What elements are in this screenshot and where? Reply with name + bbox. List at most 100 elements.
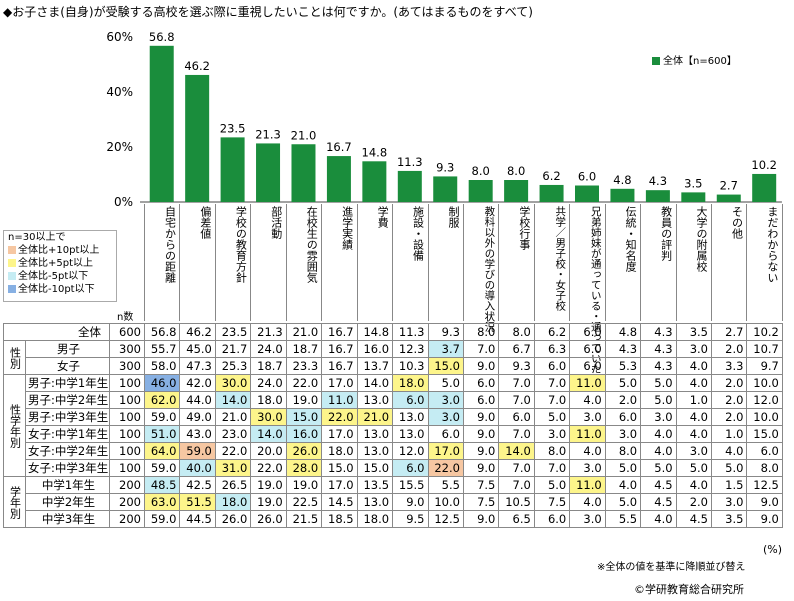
table-cell: 5.0 bbox=[533, 476, 571, 494]
n-count: 100 bbox=[109, 374, 145, 392]
table-cell: 12.0 bbox=[392, 442, 429, 460]
table-row: 性学年別 男子:中学1年生 100 46.0 42.0 30.0 24.0 22.0 17.0 1… bbox=[3, 374, 783, 477]
category-label: 大学の附属校 bbox=[695, 206, 709, 272]
table-cell: 10.0 bbox=[746, 374, 783, 392]
category-separator bbox=[746, 204, 748, 321]
table-cell: 18.0 bbox=[392, 374, 429, 392]
table-cell: 3.0 bbox=[569, 459, 606, 477]
table-cell: 3.0 bbox=[675, 340, 713, 358]
table-cell: 9.0 bbox=[462, 442, 500, 460]
n-count: 100 bbox=[109, 425, 145, 443]
table-cell: 48.5 bbox=[143, 476, 181, 494]
highlight-legend: n=30以上で 全体比+10pt以上 全体比+5pt以上 全体比-5pt以下 全… bbox=[3, 230, 117, 302]
y-tick-label: 60% bbox=[106, 30, 133, 44]
highlight-legend-item: 全体比+5pt以上 bbox=[4, 257, 116, 270]
table-cell: 31.0 bbox=[214, 459, 252, 477]
table-cell: 4.0 bbox=[640, 510, 677, 528]
table-cell: 51.0 bbox=[143, 425, 181, 443]
bar bbox=[681, 192, 706, 202]
bar bbox=[149, 45, 174, 202]
table-cell: 16.0 bbox=[356, 340, 394, 358]
table-cell: 8.0 bbox=[746, 459, 783, 477]
table-cell: 5.0 bbox=[604, 374, 642, 392]
category-label: 在校生の雰囲気 bbox=[305, 206, 319, 283]
bar-chart: 0% 20% 40% 60% 56.8 46.2 23.5 21.3 21.0 16.7 14.8 1… bbox=[106, 30, 782, 209]
table-cell: 40.0 bbox=[179, 459, 216, 477]
row-label: 男子:中学3年生 bbox=[25, 408, 110, 426]
row-label: 女子:中学1年生 bbox=[25, 425, 110, 443]
table-cell: 18.7 bbox=[285, 340, 323, 358]
table-cell: 4.3 bbox=[604, 340, 642, 358]
row-label: 女子 bbox=[25, 357, 110, 375]
table-cell: 14.0 bbox=[356, 374, 394, 392]
table-cell: 59.0 bbox=[143, 510, 181, 528]
table-cell: 22.0 bbox=[214, 442, 252, 460]
table-cell: 24.0 bbox=[250, 340, 287, 358]
category-separator bbox=[321, 204, 323, 321]
table-cell: 3.0 bbox=[640, 408, 677, 426]
table-cell: 9.3 bbox=[427, 323, 464, 341]
table-cell: 12.3 bbox=[392, 340, 429, 358]
table-cell: 46.2 bbox=[179, 323, 216, 341]
table-cell: 4.5 bbox=[640, 493, 677, 511]
category-separator bbox=[640, 204, 642, 321]
data-label: 8.0 bbox=[472, 164, 490, 178]
table-cell: 6.0 bbox=[569, 340, 606, 358]
table-cell: 6.0 bbox=[427, 425, 464, 443]
category-separator bbox=[392, 204, 394, 321]
table-cell: 6.0 bbox=[462, 374, 500, 392]
table-cell: 13.7 bbox=[356, 357, 394, 375]
table-cell: 3.0 bbox=[710, 493, 748, 511]
table-cell: 6.0 bbox=[462, 391, 500, 409]
data-label: 6.2 bbox=[542, 169, 560, 183]
table-cell: 7.0 bbox=[462, 340, 500, 358]
category-label: 偏差値 bbox=[198, 206, 212, 239]
table-cell: 7.5 bbox=[533, 493, 571, 511]
table-cell: 9.0 bbox=[392, 493, 429, 511]
table-cell: 7.0 bbox=[498, 476, 535, 494]
table-cell: 5.0 bbox=[427, 374, 464, 392]
table-row: 中学3年生 200 59.0 44.5 26.0 26.0 21.5 18.5 18.0 9.5 1… bbox=[4, 510, 783, 528]
table-cell: 5.0 bbox=[675, 459, 713, 477]
table-cell: 9.0 bbox=[462, 459, 500, 477]
table-cell: 1.0 bbox=[710, 425, 748, 443]
table-cell: 22.0 bbox=[285, 374, 323, 392]
table-cell: 12.5 bbox=[746, 476, 783, 494]
series-swatch bbox=[652, 57, 660, 65]
table-cell: 18.0 bbox=[321, 442, 358, 460]
table-cell: 4.0 bbox=[675, 425, 713, 443]
table-row: 全体 600 56.8 46.2 23.5 21.3 21.0 16.7 14.8 11.3 9.3… bbox=[3, 323, 783, 341]
table-cell: 10.0 bbox=[427, 493, 464, 511]
table-cell: 1.0 bbox=[675, 391, 713, 409]
n-count: 100 bbox=[109, 459, 145, 477]
n-count: 300 bbox=[109, 340, 145, 358]
table-cell: 47.3 bbox=[179, 357, 216, 375]
category-label: 施設・設備 bbox=[411, 206, 425, 261]
n-count: 300 bbox=[109, 357, 145, 375]
table-cell: 16.7 bbox=[321, 323, 358, 341]
highlight-legend-heading: n=30以上で bbox=[8, 232, 66, 243]
table-cell: 44.0 bbox=[179, 391, 216, 409]
table-cell: 10.0 bbox=[746, 408, 783, 426]
table-cell: 4.8 bbox=[604, 323, 642, 341]
table-cell: 5.0 bbox=[640, 374, 677, 392]
table-cell: 7.0 bbox=[498, 391, 535, 409]
table-cell: 4.0 bbox=[569, 391, 606, 409]
y-tick-label: 40% bbox=[106, 85, 133, 99]
table-cell: 8.0 bbox=[462, 323, 500, 341]
table-cell: 6.0 bbox=[569, 357, 606, 375]
bar bbox=[362, 161, 387, 202]
table-cell: 6.0 bbox=[604, 408, 642, 426]
table-row: 男子:中学3年生 100 59.0 49.0 21.0 30.0 15.0 22.0 21.0 1… bbox=[4, 408, 783, 426]
table-cell: 59.0 bbox=[143, 408, 181, 426]
table-cell: 13.0 bbox=[356, 442, 394, 460]
table-cell: 6.0 bbox=[533, 510, 571, 528]
unit-label: (%) bbox=[763, 543, 783, 556]
table-cell: 6.0 bbox=[746, 442, 783, 460]
category-separator bbox=[462, 204, 464, 321]
table-cell: 21.5 bbox=[285, 510, 323, 528]
table-cell: 17.0 bbox=[321, 425, 358, 443]
category-label: 兄弟姉妹が通っている・通っていた bbox=[589, 206, 602, 374]
table-cell: 6.0 bbox=[392, 391, 429, 409]
category-label: 学費 bbox=[376, 206, 390, 228]
